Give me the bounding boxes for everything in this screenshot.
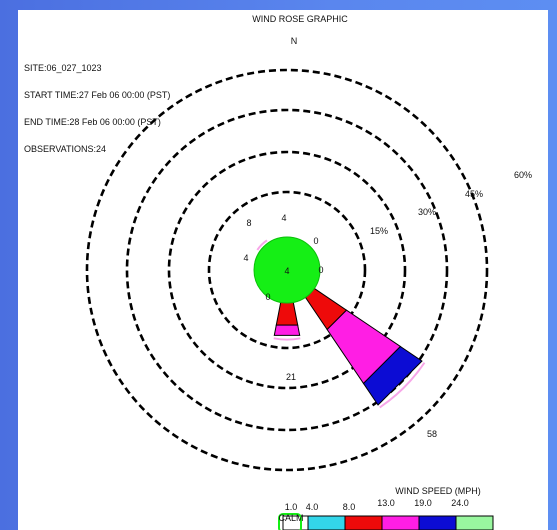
legend-calm-marker (278, 513, 302, 530)
sector-label-se: 58 (427, 429, 437, 439)
legend-tick-5: 24.0 (451, 498, 469, 508)
legend-swatch-4 (418, 515, 457, 530)
legend-swatch-1 (307, 515, 346, 530)
petal-se-bin-4 (362, 345, 423, 406)
end-time-text: END TIME:28 Feb 06 00:00 (PST) (24, 117, 161, 127)
ring-30 (167, 150, 407, 390)
calm-value-label: 4 (284, 266, 289, 276)
labels-group: 15% 30% 45% 60% 4 0 0 58 21 0 4 8 (243, 170, 532, 439)
petal-s-bin-3 (273, 324, 301, 336)
legend-swatch-3 (381, 515, 420, 530)
site-info: SITE:06_027_1023 START TIME:27 Feb 06 00… (24, 46, 170, 163)
legend-calm-label: CALM (278, 513, 303, 523)
legend-swatch-2 (344, 515, 383, 530)
calm-circle (253, 236, 321, 304)
legend-tick-1: 4.0 (306, 502, 319, 512)
legend-tick-3: 13.0 (377, 498, 395, 508)
ring-label-15: 15% (370, 226, 388, 236)
petal-cap-s (273, 337, 301, 341)
ring-15 (207, 190, 367, 350)
ring-45 (125, 108, 449, 432)
site-text: SITE:06_027_1023 (24, 63, 102, 73)
ring-label-30: 30% (418, 207, 436, 217)
legend-tick-0: 1.0 (285, 502, 298, 512)
north-label: N (291, 36, 298, 46)
sector-label-w: 4 (243, 253, 248, 263)
sector-label-n: 4 (281, 213, 286, 223)
ring-60 (85, 68, 489, 472)
legend-group: WIND SPEED (MPH) 1.0 4.0 8.0 13.0 19.0 24.0 CAL… (278, 486, 494, 530)
start-time-text: START TIME:27 Feb 06 00:00 (PST) (24, 90, 171, 100)
rings-group (85, 68, 489, 472)
sector-label-sw: 0 (265, 292, 270, 302)
sector-label-nw: 8 (246, 218, 251, 228)
petal-cap-se (379, 362, 426, 409)
petal-cap-nw (256, 239, 268, 251)
sector-label-s: 21 (286, 372, 296, 382)
ring-label-60: 60% (514, 170, 532, 180)
chart-title: WIND ROSE GRAPHIC (252, 14, 348, 24)
legend-tick-2: 8.0 (343, 502, 356, 512)
sector-label-ne: 0 (313, 236, 318, 246)
legend-tick-4: 19.0 (414, 498, 432, 508)
ring-label-45: 45% (465, 189, 483, 199)
observations-text: OBSERVATIONS:24 (24, 144, 107, 154)
legend-title: WIND SPEED (MPH) (395, 486, 481, 496)
calm-group: 4 (253, 236, 321, 304)
sector-label-e: 0 (318, 265, 323, 275)
legend-swatch-5 (455, 515, 494, 530)
